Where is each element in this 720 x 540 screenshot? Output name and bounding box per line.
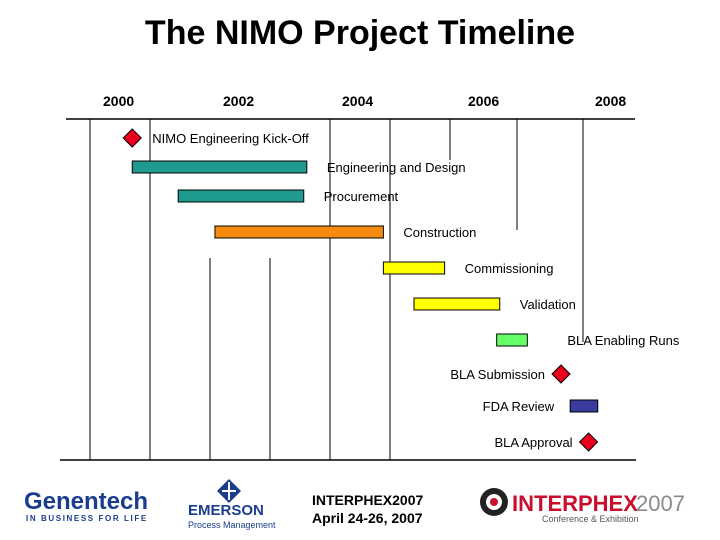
emerson-emblem-icon: [217, 479, 241, 503]
task-label-3: Construction: [403, 225, 476, 240]
year-tick-2006: 2006: [468, 93, 500, 109]
interphex-tagline: Conference & Exhibition: [542, 514, 639, 524]
genentech-tagline: IN BUSINESS FOR LIFE: [26, 514, 148, 523]
milestone-diamond-7: [551, 364, 571, 384]
event-name: INTERPHEX2007: [312, 492, 424, 508]
interphex-year: 2007: [636, 491, 685, 516]
task-label-1: Engineering and Design: [327, 160, 466, 175]
event-info: INTERPHEX2007 April 24-26, 2007: [312, 491, 423, 527]
task-bar-2: [177, 189, 305, 203]
task-bar-5: [413, 297, 501, 311]
task-label-2: Procurement: [324, 189, 399, 204]
task-label-6: BLA Enabling Runs: [567, 333, 680, 348]
task-label-0: NIMO Engineering Kick-Off: [152, 131, 309, 146]
interphex-emblem-icon: [480, 488, 508, 516]
emerson-name: EMERSON: [188, 502, 264, 519]
year-tick-2002: 2002: [223, 93, 255, 109]
task-label-7: BLA Submission: [450, 367, 545, 382]
milestone-diamond-0: [122, 128, 142, 148]
task-bar-6: [496, 333, 528, 347]
task-label-5: Validation: [520, 297, 576, 312]
task-bar-1: [131, 160, 308, 174]
task-label-4: Commissioning: [465, 261, 554, 276]
year-tick-2000: 2000: [103, 93, 135, 109]
emerson-tagline: Process Management: [188, 520, 276, 530]
task-label-9: BLA Approval: [495, 435, 573, 450]
gantt-chart: NIMO Engineering Kick-Off Engineering and…: [60, 118, 680, 461]
year-tick-2008: 2008: [595, 93, 627, 109]
task-bar-8: [569, 399, 599, 413]
genentech-name: Genentech: [24, 488, 149, 515]
event-dates: April 24-26, 2007: [312, 510, 423, 526]
interphex-name: INTERPHEX: [512, 491, 638, 516]
chart-title: The NIMO Project Timeline: [144, 14, 576, 52]
milestone-diamond-9: [578, 432, 599, 452]
task-bar-4: [382, 261, 446, 275]
task-label-8: FDA Review: [483, 399, 555, 414]
task-bar-3: [214, 225, 384, 239]
year-tick-2004: 2004: [342, 93, 374, 109]
